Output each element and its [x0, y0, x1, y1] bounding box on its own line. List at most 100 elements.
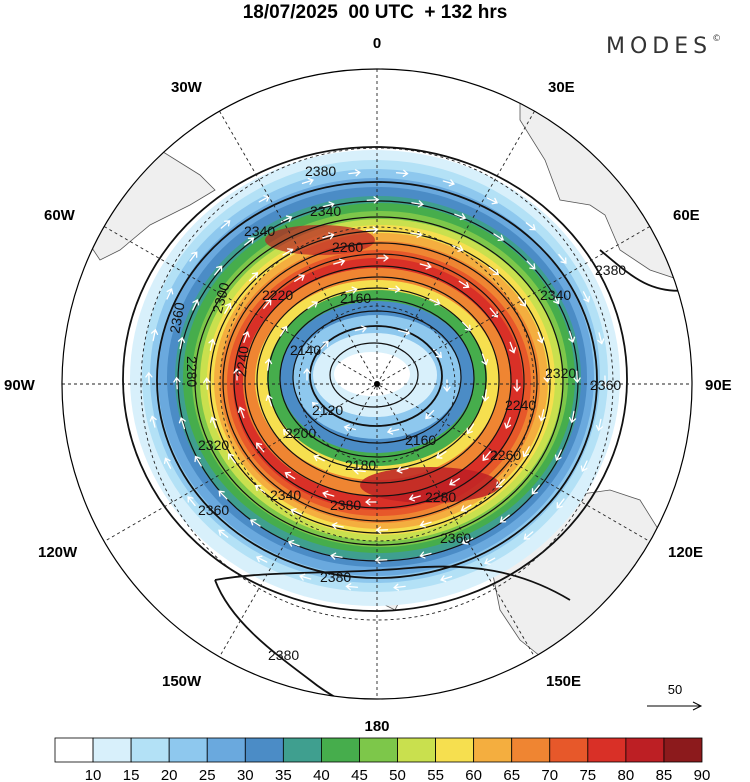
wind-vector-arrow [353, 467, 366, 475]
south-pole-dot [374, 381, 380, 387]
colorbar-tick-label: 70 [541, 767, 558, 782]
contour-label: 2320 [545, 365, 576, 381]
wind-vector-arrow [488, 266, 500, 276]
wind-vector-arrow [538, 409, 546, 422]
contour-2360 [156, 181, 598, 579]
contour-label: 2360 [590, 377, 621, 393]
wind-vector-arrow [486, 197, 499, 205]
wind-vector-arrow [299, 573, 312, 581]
colorbar-swatch [397, 737, 436, 763]
wind-vector-arrow [466, 423, 475, 435]
contour-label: 2280 [425, 489, 456, 505]
contour-label: 2360 [440, 530, 471, 546]
contour-label: 2300 [209, 281, 233, 315]
lon-label-30w: 30W [171, 79, 203, 96]
wind-vector-arrow [249, 519, 261, 527]
colorbar-tick-label: 25 [199, 767, 216, 782]
contour-label: 2340 [310, 203, 341, 219]
wind-vector-arrow [597, 332, 605, 345]
colorbar-tick-label: 55 [427, 767, 444, 782]
wind-vector-arrow [552, 293, 560, 305]
wind-vector-arrow [237, 406, 245, 419]
wind-vector-arrow [554, 449, 562, 462]
contour-label: 2160 [340, 290, 371, 306]
contour-label: 2320 [198, 437, 229, 453]
colorbar-tick-label: 40 [313, 767, 330, 782]
colorbar-swatch [473, 737, 513, 763]
wind-vector-arrow [214, 265, 223, 276]
contour-label: 2380 [320, 569, 351, 585]
wind-vector-arrow [482, 451, 491, 461]
colorbar-swatch [282, 737, 322, 763]
lon-label-90e: 90E [705, 377, 732, 394]
wind-vector-arrow [374, 556, 388, 564]
wind-vector-arrow [460, 504, 472, 512]
wind-vector-arrow [244, 237, 255, 246]
wind-vector-arrow [558, 253, 567, 264]
contour-2240 [244, 265, 512, 497]
wind-vector-arrow [531, 484, 540, 495]
wind-vector-arrow [242, 330, 250, 343]
wind-vector-arrow [282, 429, 292, 439]
wind-vector-arrow [443, 379, 451, 393]
wind-vector-arrow [499, 514, 510, 523]
map-title: 18/07/2025 00 UTC + 132 hrs [242, 2, 508, 23]
wind-vector-arrow [537, 331, 545, 344]
wind-vector-arrow [388, 285, 401, 293]
contour-label: 2240 [233, 345, 252, 378]
wind-vector-arrow [396, 466, 409, 474]
contour-label: 2240 [505, 397, 536, 413]
colorbar-tick-label: 85 [656, 767, 673, 782]
colorbar-tick-label: 90 [694, 767, 711, 782]
contour-2140 [309, 325, 443, 427]
wind-vector-arrow [220, 220, 231, 229]
wind-vector-arrow [218, 529, 229, 538]
wind-vector-arrow [322, 490, 335, 498]
wind-vector-arrow [493, 233, 505, 241]
wind-vector-arrow [322, 232, 335, 240]
wind-vector-arrow [481, 389, 490, 402]
lon-label-90w: 90W [4, 377, 36, 394]
shade-band-core [334, 352, 410, 396]
wind-vector-arrow [343, 424, 357, 432]
wind-vector-arrow [556, 498, 565, 509]
lon-label-120w: 120W [38, 544, 78, 561]
colorbar-tick-label: 20 [161, 767, 178, 782]
wind-vector-arrow [595, 418, 604, 432]
map-boundary [61, 68, 693, 700]
wind-vector-arrow [452, 245, 464, 252]
wind-vector-arrow [580, 460, 588, 472]
contour-2380-outer [122, 146, 628, 612]
wind-vector-arrow [209, 416, 217, 429]
wind-vector-arrow [518, 296, 526, 307]
wind-vector-arrow [568, 410, 577, 424]
contour-2220 [256, 276, 500, 484]
wind-vector-arrow [265, 394, 273, 407]
wind-vector-arrow [177, 336, 186, 350]
contour-2120 [329, 342, 419, 408]
wind-vector-arrow [449, 478, 460, 486]
wind-vector-arrow [543, 370, 551, 383]
contour-2260 [233, 253, 525, 509]
wind-vector-arrow [458, 280, 470, 289]
wind-vector-arrow [364, 498, 378, 506]
wind-vector-arrow [264, 358, 273, 371]
wind-vector-arrow [192, 298, 200, 311]
wind-vector-arrow [509, 341, 517, 354]
wind-vector-arrow [333, 258, 346, 266]
wind-vector-arrow [386, 427, 400, 435]
contour-label: 2360 [198, 502, 229, 518]
colorbar-swatch [130, 737, 170, 763]
wind-vector-arrow [303, 367, 311, 381]
wind-vector-arrow [233, 367, 241, 381]
colorbar-tick-label: 65 [503, 767, 520, 782]
shade-jet-max [360, 467, 500, 503]
wind-vector-arrow [435, 450, 447, 459]
wind-vector-arrow [393, 583, 406, 591]
colorbar-tick-label: 60 [465, 767, 482, 782]
contour-2280 [222, 242, 538, 522]
lon-label-120e: 120E [668, 544, 703, 561]
wind-vector-arrow [523, 531, 534, 540]
contour-label: 2260 [490, 447, 521, 463]
colorbar-tick-label: 75 [579, 767, 596, 782]
